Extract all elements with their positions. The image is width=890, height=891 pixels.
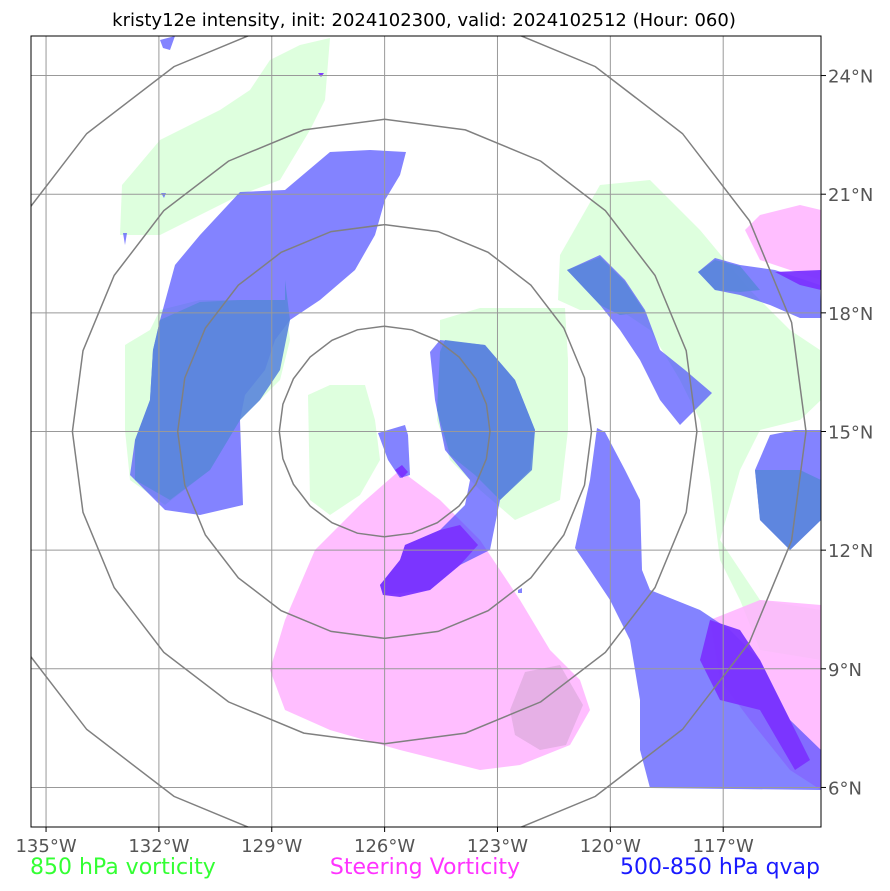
lon-tick-label: 117°W (693, 836, 754, 857)
purple-region (395, 465, 408, 478)
range-ring (31, 36, 807, 827)
lon-tick-label: 123°W (467, 836, 528, 857)
vort850-region (308, 385, 380, 515)
lat-tick-label: 18°N (828, 304, 873, 325)
qvap-region (160, 36, 175, 50)
lon-tick-label: 132°W (128, 836, 189, 857)
lon-tick-label: 135°W (15, 836, 76, 857)
vort850-region (120, 38, 330, 235)
qvap-vort-overlap (135, 257, 821, 550)
overlap-region (567, 257, 645, 315)
qvap-steering-overlap (318, 73, 821, 770)
plot-area (31, 36, 821, 827)
figure-title: kristy12e intensity, init: 2024102300, v… (112, 10, 736, 31)
overlap-region (698, 260, 760, 292)
longitude-tick-labels: 135°W 132°W 129°W 126°W 123°W 120°W 117°W (15, 827, 754, 857)
steering-region (745, 205, 821, 280)
legend-qvap: 500-850 hPa qvap (620, 855, 820, 880)
legend-850-vorticity: 850 hPa vorticity (30, 855, 216, 880)
latitude-tick-labels: 24°N 21°N 18°N 15°N 12°N 9°N 6°N (821, 67, 873, 799)
lat-tick-label: 12°N (828, 541, 873, 562)
lon-tick-label: 129°W (241, 836, 302, 857)
range-rings (31, 36, 807, 827)
overlap-region (135, 280, 290, 500)
purple-region (318, 73, 324, 77)
overlap-region (437, 340, 535, 500)
legend: 850 hPa vorticity Steering Vorticity 500… (30, 855, 820, 880)
lat-tick-label: 9°N (828, 660, 862, 681)
overlap-region (755, 470, 821, 550)
steering-region (270, 470, 590, 770)
lat-tick-label: 6°N (828, 778, 862, 799)
lat-tick-label: 21°N (828, 185, 873, 206)
qvap-region (518, 588, 522, 593)
steering-overlap (510, 665, 583, 750)
lat-tick-label: 24°N (828, 67, 873, 88)
qvap-region (123, 233, 127, 245)
lat-tick-label: 15°N (828, 423, 873, 444)
range-ring (176, 223, 593, 640)
lon-tick-label: 126°W (354, 836, 415, 857)
range-ring (71, 118, 698, 745)
range-ring (278, 325, 491, 538)
purple-region (775, 270, 821, 290)
lon-tick-label: 120°W (580, 836, 641, 857)
purple-region (700, 620, 810, 770)
legend-steering-vorticity: Steering Vorticity (330, 855, 520, 880)
purple-region (380, 525, 478, 597)
qvap-region (378, 425, 410, 478)
